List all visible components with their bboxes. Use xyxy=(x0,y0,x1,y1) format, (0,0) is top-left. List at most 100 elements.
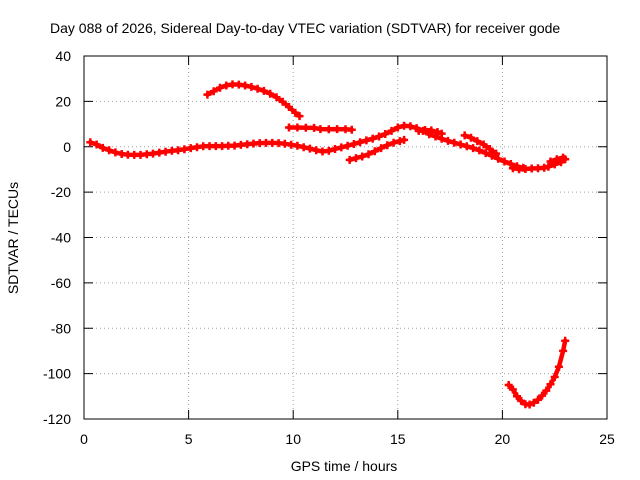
data-point xyxy=(362,136,371,145)
grid-lines xyxy=(84,56,607,419)
data-point xyxy=(349,140,358,148)
data-point xyxy=(333,125,342,134)
data-point xyxy=(293,123,302,132)
data-point xyxy=(383,141,392,150)
data-point xyxy=(554,362,563,371)
data-point xyxy=(546,157,555,166)
y-tick-label: 0 xyxy=(63,139,71,155)
data-point xyxy=(393,123,402,132)
x-axis-label: GPS time / hours xyxy=(291,458,398,474)
data-point xyxy=(368,134,377,143)
data-point xyxy=(387,126,396,135)
y-tick-label: -20 xyxy=(51,184,71,200)
data-point xyxy=(352,154,360,163)
data-point xyxy=(324,125,333,134)
y-tick-label: -40 xyxy=(51,230,71,246)
data-point xyxy=(500,157,509,166)
data-point xyxy=(475,146,484,155)
series-track-2 xyxy=(203,80,304,121)
data-point xyxy=(111,148,120,157)
data-point xyxy=(494,154,503,163)
data-point xyxy=(216,83,224,92)
y-tick-label: -120 xyxy=(43,411,71,427)
series-track-5 xyxy=(414,126,446,138)
data-point xyxy=(538,391,547,400)
data-point xyxy=(481,149,490,158)
data-point xyxy=(473,137,482,146)
y-tick-label: -60 xyxy=(51,275,71,291)
data-point xyxy=(259,86,268,95)
data-point xyxy=(456,140,465,149)
data-point xyxy=(546,380,555,389)
data-point xyxy=(469,144,478,153)
data-point xyxy=(508,385,517,394)
data-point xyxy=(504,381,513,389)
x-tick-label: 0 xyxy=(80,431,88,447)
data-point xyxy=(253,84,262,93)
data-point xyxy=(431,132,440,141)
data-point xyxy=(364,150,373,159)
x-tick-label: 25 xyxy=(599,431,615,447)
data-point xyxy=(92,140,101,149)
y-tick-label: 40 xyxy=(55,48,71,64)
series-track-4 xyxy=(345,135,409,164)
x-tick-label: 15 xyxy=(390,431,406,447)
data-point xyxy=(400,135,409,144)
chart-title: Day 088 of 2026, Sidereal Day-to-day VTE… xyxy=(50,20,560,36)
data-point xyxy=(485,145,494,153)
data-point xyxy=(358,152,367,161)
x-tick-labels: 0 5 10 15 20 25 xyxy=(80,431,615,447)
series-track-6 xyxy=(460,131,501,158)
plot-frame xyxy=(83,55,608,420)
data-point xyxy=(347,125,356,134)
data-point xyxy=(324,146,333,155)
data-point xyxy=(266,89,275,98)
data-point xyxy=(559,153,568,162)
data-point xyxy=(557,158,565,167)
series-track-3 xyxy=(285,123,356,134)
data-point xyxy=(377,144,386,153)
data-point xyxy=(299,143,308,152)
x-tick-label: 5 xyxy=(185,431,193,447)
data-point xyxy=(462,142,471,151)
data-point xyxy=(312,146,321,155)
y-tick-labels: -120 -100 -80 -60 -40 -20 0 20 40 xyxy=(43,48,71,427)
data-point xyxy=(278,97,287,106)
data-point xyxy=(105,146,114,155)
data-point xyxy=(529,398,538,407)
data-point xyxy=(433,128,442,136)
data-point xyxy=(467,133,475,142)
data-point xyxy=(356,138,365,147)
data-point xyxy=(337,143,346,152)
data-point xyxy=(86,138,95,147)
data-point xyxy=(552,155,561,164)
data-point xyxy=(293,141,302,150)
data-point xyxy=(506,160,515,168)
data-point xyxy=(534,395,542,404)
data-point xyxy=(479,140,488,149)
y-tick-label: -100 xyxy=(43,366,71,382)
data-point xyxy=(550,373,559,381)
x-tick-label: 10 xyxy=(285,431,301,447)
data-point xyxy=(381,130,390,138)
data-point xyxy=(460,131,469,140)
data-point xyxy=(291,108,300,117)
data-point xyxy=(389,138,398,147)
data-point xyxy=(285,103,293,111)
series-track-1 xyxy=(86,121,528,172)
data-point xyxy=(542,386,551,395)
data-point xyxy=(203,90,212,99)
data-point xyxy=(241,81,250,90)
data-point xyxy=(285,123,293,132)
data-point xyxy=(331,145,339,153)
data-point xyxy=(301,123,310,132)
data-point xyxy=(375,132,383,141)
data-point xyxy=(316,125,325,134)
data-point xyxy=(450,138,459,147)
data-point xyxy=(561,336,570,345)
data-point xyxy=(272,93,281,102)
data-point xyxy=(305,144,314,153)
x-tick-label: 20 xyxy=(495,431,511,447)
data-point xyxy=(209,87,218,96)
